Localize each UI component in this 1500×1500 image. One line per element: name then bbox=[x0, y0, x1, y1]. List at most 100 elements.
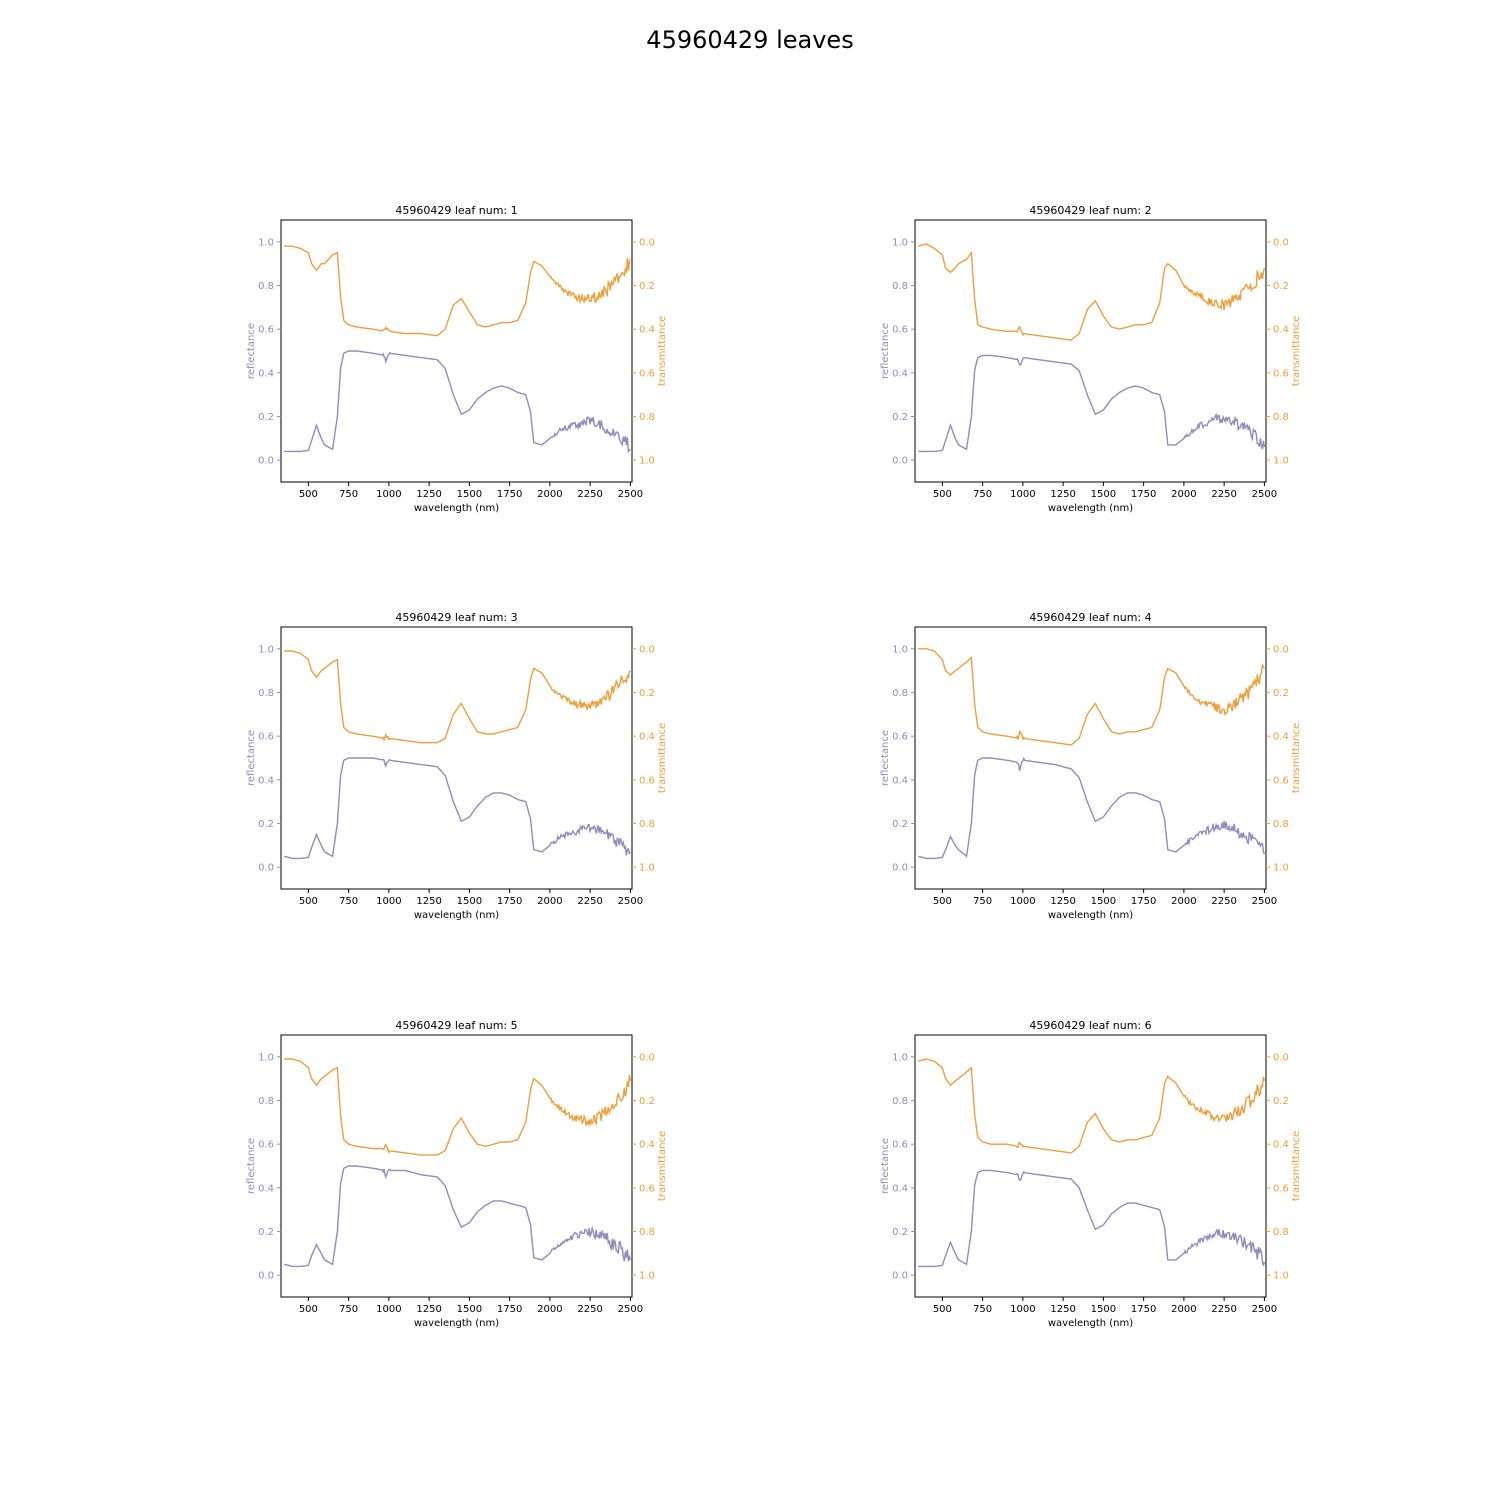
transmittance-line bbox=[284, 1058, 632, 1156]
y-tick-label: 0.0 bbox=[892, 1271, 908, 1282]
subplot-title: 45960429 leaf num: 5 bbox=[395, 1019, 517, 1032]
y2-tick-label: 0.6 bbox=[1273, 368, 1289, 379]
x-tick-label: 750 bbox=[339, 489, 358, 500]
y-tick-label: 0.4 bbox=[258, 368, 274, 379]
y2-tick-label: 0.4 bbox=[639, 1140, 655, 1151]
reflectance-line bbox=[918, 1169, 1266, 1268]
y2-tick-label: 1.0 bbox=[639, 1271, 655, 1282]
y2-tick-label: 1.0 bbox=[1273, 456, 1289, 467]
y2-tick-label: 0.2 bbox=[1273, 1096, 1289, 1107]
y-tick-label: 0.6 bbox=[258, 325, 274, 336]
y2-tick-label: 0.8 bbox=[639, 412, 655, 423]
x-tick-label: 500 bbox=[933, 896, 952, 907]
y-tick-label: 0.8 bbox=[258, 281, 274, 292]
axes-frame bbox=[914, 626, 1267, 890]
y2-axis-label: transmittance bbox=[1291, 723, 1302, 793]
y2-tick-label: 0.4 bbox=[1273, 325, 1289, 336]
y-tick-label: 0.2 bbox=[892, 819, 908, 830]
y2-tick-label: 0.4 bbox=[1273, 1140, 1289, 1151]
x-tick-label: 1750 bbox=[1131, 489, 1156, 500]
x-tick-label: 2250 bbox=[577, 1304, 602, 1315]
y-axis-label: reflectance bbox=[880, 730, 891, 786]
x-tick-label: 1250 bbox=[1050, 1304, 1075, 1315]
y-tick-label: 1.0 bbox=[892, 644, 908, 655]
y2-tick-label: 0.8 bbox=[1273, 1227, 1289, 1238]
x-tick-label: 1500 bbox=[1091, 489, 1116, 500]
x-tick-label: 500 bbox=[299, 1304, 318, 1315]
x-tick-label: 1500 bbox=[457, 1304, 482, 1315]
transmittance-line bbox=[917, 1058, 1266, 1154]
x-tick-label: 750 bbox=[973, 489, 992, 500]
y2-tick-label: 0.2 bbox=[639, 688, 655, 699]
x-tick-label: 750 bbox=[973, 1304, 992, 1315]
x-tick-label: 2250 bbox=[1211, 1304, 1236, 1315]
subplot-6: 45960429 leaf num: 6 500 750 1000 1250 1500 17… bbox=[880, 1019, 1302, 1329]
x-tick-label: 1500 bbox=[1091, 1304, 1116, 1315]
y2-tick-label: 0.0 bbox=[1273, 237, 1289, 248]
y2-tick-label: 0.2 bbox=[1273, 281, 1289, 292]
x-tick-label: 500 bbox=[299, 489, 318, 500]
y-tick-label: 0.6 bbox=[258, 1140, 274, 1151]
y2-tick-label: 0.4 bbox=[639, 325, 655, 336]
y-tick-label: 0.8 bbox=[258, 688, 274, 699]
axes-frame bbox=[280, 219, 633, 483]
y-tick-label: 1.0 bbox=[258, 644, 274, 655]
x-tick-label: 2250 bbox=[577, 489, 602, 500]
y2-axis-label: transmittance bbox=[657, 316, 668, 386]
y-tick-label: 0.4 bbox=[892, 368, 908, 379]
x-tick-label: 1000 bbox=[1010, 1304, 1035, 1315]
x-tick-label: 2500 bbox=[1252, 896, 1277, 907]
x-tick-label: 1000 bbox=[1010, 489, 1035, 500]
y-tick-label: 0.0 bbox=[892, 456, 908, 467]
y-tick-label: 0.4 bbox=[258, 1183, 274, 1194]
reflectance-line bbox=[284, 1165, 632, 1268]
y2-tick-label: 0.6 bbox=[639, 775, 655, 786]
x-tick-label: 1250 bbox=[1050, 489, 1075, 500]
x-tick-label: 1750 bbox=[1131, 1304, 1156, 1315]
y2-axis-label: transmittance bbox=[1291, 1131, 1302, 1201]
y-tick-label: 0.2 bbox=[258, 1227, 274, 1238]
y-tick-label: 0.6 bbox=[892, 325, 908, 336]
y-axis-label: reflectance bbox=[246, 1138, 257, 1194]
y-tick-label: 0.2 bbox=[892, 1227, 908, 1238]
x-tick-label: 2500 bbox=[618, 489, 643, 500]
y2-axis-label: transmittance bbox=[657, 723, 668, 793]
x-tick-label: 1750 bbox=[497, 489, 522, 500]
axes-frame bbox=[280, 626, 633, 890]
y-tick-label: 0.0 bbox=[892, 863, 908, 874]
y-tick-label: 0.4 bbox=[258, 775, 274, 786]
y-tick-label: 0.6 bbox=[892, 1140, 908, 1151]
subplot-title: 45960429 leaf num: 4 bbox=[1029, 611, 1151, 624]
y-tick-label: 0.4 bbox=[892, 775, 908, 786]
y-tick-label: 0.0 bbox=[258, 1271, 274, 1282]
y-axis-label: reflectance bbox=[880, 323, 891, 379]
y-tick-label: 0.4 bbox=[892, 1183, 908, 1194]
reflectance-line bbox=[918, 756, 1266, 860]
x-tick-label: 500 bbox=[933, 489, 952, 500]
axes-frame bbox=[914, 219, 1267, 483]
x-tick-label: 2500 bbox=[618, 896, 643, 907]
x-tick-label: 1750 bbox=[497, 896, 522, 907]
subplot-title: 45960429 leaf num: 6 bbox=[1029, 1019, 1151, 1032]
x-axis-label: wavelength (nm) bbox=[1048, 1318, 1133, 1329]
y2-tick-label: 0.2 bbox=[639, 281, 655, 292]
reflectance-line bbox=[284, 757, 631, 860]
y2-axis-label: transmittance bbox=[1291, 316, 1302, 386]
x-axis-label: wavelength (nm) bbox=[414, 1318, 499, 1329]
x-tick-label: 1500 bbox=[457, 489, 482, 500]
y2-tick-label: 0.6 bbox=[639, 1183, 655, 1194]
x-tick-label: 1250 bbox=[416, 489, 441, 500]
x-axis-label: wavelength (nm) bbox=[414, 503, 499, 514]
x-tick-label: 2000 bbox=[537, 896, 562, 907]
x-tick-label: 1750 bbox=[497, 1304, 522, 1315]
x-tick-label: 1000 bbox=[376, 489, 401, 500]
y-axis-label: reflectance bbox=[246, 730, 257, 786]
y-axis-label: reflectance bbox=[246, 323, 257, 379]
y2-tick-label: 0.0 bbox=[1273, 1052, 1289, 1063]
y2-tick-label: 0.4 bbox=[1273, 732, 1289, 743]
y-tick-label: 0.2 bbox=[892, 412, 908, 423]
x-tick-label: 1250 bbox=[416, 1304, 441, 1315]
y-axis-label: reflectance bbox=[880, 1138, 891, 1194]
